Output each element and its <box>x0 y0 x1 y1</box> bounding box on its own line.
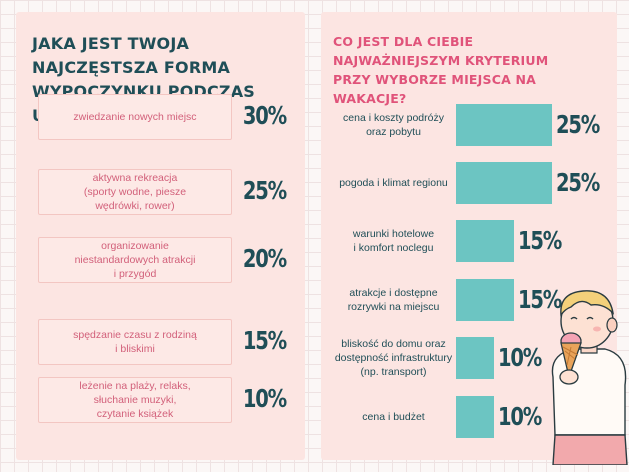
bar-category-label: cena i koszty podróży oraz pobytu <box>343 112 444 138</box>
left-row-value: 20% <box>242 244 287 273</box>
left-row-label: leżenie na plaży, relaks, słuchanie muzy… <box>79 380 191 420</box>
bar <box>456 104 552 146</box>
bar-category-label: atrakcje i dostępne rozrywki na miejscu <box>347 287 440 313</box>
bar-category-label: warunki hotelowe i komfort noclegu <box>352 228 435 254</box>
bar <box>456 220 514 262</box>
bar <box>456 162 552 204</box>
left-row-label: zwiedzanie nowych miejsc <box>73 111 197 123</box>
left-row-box: spędzanie czasu z rodziną i bliskimi <box>38 319 232 365</box>
left-row-box: zwiedzanie nowych miejsc <box>38 94 232 140</box>
bar-value-label: 10% <box>498 343 542 372</box>
left-row-box: organizowanie niestandardowych atrakcji … <box>38 237 232 283</box>
left-row-label: spędzanie czasu z rodziną i bliskimi <box>73 329 197 355</box>
bar-value-label: 15% <box>518 226 562 255</box>
bar <box>456 279 514 321</box>
left-row-label: organizowanie niestandardowych atrakcji … <box>74 240 196 280</box>
left-row-box: leżenie na plaży, relaks, słuchanie muzy… <box>38 377 232 423</box>
right-question-title: CO JEST DLA CIEBIE NAJWAŻNIEJSZYM KRYTER… <box>333 34 549 106</box>
bar <box>456 396 494 438</box>
bar-category-label: pogoda i klimat regionu <box>339 177 448 189</box>
left-row-label: aktywna rekreacja (sporty wodne, piesze … <box>83 172 187 212</box>
left-row-box: aktywna rekreacja (sporty wodne, piesze … <box>38 169 232 215</box>
bar-value-label: 15% <box>518 285 562 314</box>
left-row-value: 10% <box>242 384 287 413</box>
bar-value-label: 10% <box>498 402 542 431</box>
right-panel: CO JEST DLA CIEBIE NAJWAŻNIEJSZYM KRYTER… <box>321 12 617 460</box>
child-ice-cream-illustration <box>551 290 628 465</box>
bar <box>456 337 494 379</box>
bar-value-label: 25% <box>556 168 600 197</box>
left-row-value: 25% <box>242 176 287 205</box>
bar-category-label: bliskość do domu oraz dostępność infrast… <box>334 338 453 378</box>
bar-category-label: cena i budżet <box>362 411 425 423</box>
bar-value-label: 25% <box>556 110 600 139</box>
left-row-value: 30% <box>242 101 287 130</box>
left-panel: JAKA JEST TWOJA NAJCZĘSTSZA FORMA WYPOCZ… <box>16 12 305 460</box>
left-row-value: 15% <box>242 326 287 355</box>
